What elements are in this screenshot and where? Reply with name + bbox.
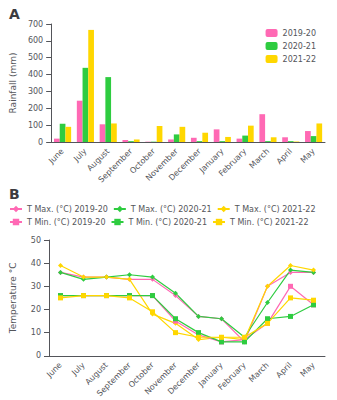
svg-text:May: May [299, 360, 317, 378]
svg-text:100: 100 [28, 121, 43, 130]
svg-text:2019-20: 2019-20 [283, 29, 316, 38]
svg-text:April: April [275, 147, 294, 166]
svg-text:August: August [83, 360, 110, 387]
svg-text:T Max. (°C) 2020-21: T Max. (°C) 2020-21 [130, 205, 212, 214]
svg-text:2020-21: 2020-21 [283, 42, 316, 51]
svg-text:April: April [274, 361, 293, 380]
svg-text:June: June [46, 147, 65, 166]
svg-text:0: 0 [36, 351, 41, 360]
svg-text:700: 700 [28, 20, 43, 29]
svg-text:B: B [9, 186, 20, 202]
svg-text:40: 40 [31, 259, 41, 268]
svg-text:30: 30 [31, 282, 41, 291]
svg-text:600: 600 [28, 36, 43, 45]
svg-text:A: A [9, 6, 20, 22]
svg-text:Rainfall (mm): Rainfall (mm) [8, 53, 18, 114]
svg-text:May: May [299, 147, 317, 165]
svg-text:T Min. (°C) 2019-20: T Min. (°C) 2019-20 [26, 218, 106, 227]
svg-text:July: July [71, 147, 88, 164]
svg-text:October: October [128, 146, 157, 176]
svg-text:July: July [69, 360, 86, 377]
svg-text:T Max. (°C) 2019-20: T Max. (°C) 2019-20 [26, 205, 108, 214]
svg-text:400: 400 [28, 70, 43, 79]
svg-text:November: November [142, 360, 179, 397]
svg-text:2021-22: 2021-22 [283, 55, 316, 64]
svg-text:500: 500 [28, 53, 43, 62]
svg-text:February: February [217, 147, 249, 179]
svg-text:10: 10 [31, 328, 41, 337]
svg-text:T Min. (°C) 2020-21: T Min. (°C) 2020-21 [128, 218, 208, 227]
svg-text:October: October [126, 360, 156, 390]
svg-text:March: March [248, 147, 272, 171]
svg-text:January: January [196, 360, 225, 389]
svg-text:September: September [95, 360, 133, 398]
svg-text:February: February [216, 360, 248, 392]
svg-text:300: 300 [28, 87, 43, 96]
svg-text:September: September [97, 146, 135, 184]
svg-text:200: 200 [28, 104, 43, 113]
svg-text:0: 0 [38, 138, 43, 147]
svg-text:June: June [44, 361, 63, 380]
svg-text:November: November [144, 146, 180, 183]
svg-text:20: 20 [31, 305, 41, 314]
svg-text:August: August [85, 146, 112, 173]
svg-text:T Min. (°C) 2021-22: T Min. (°C) 2021-22 [229, 218, 309, 227]
svg-text:Temperature °C: Temperature °C [8, 263, 18, 335]
svg-text:December: December [167, 146, 203, 182]
svg-text:50: 50 [31, 236, 41, 245]
svg-text:December: December [166, 360, 202, 396]
svg-text:March: March [247, 361, 271, 385]
svg-text:January: January [197, 146, 226, 175]
svg-text:T Max. (°C) 2021-22: T Max. (°C) 2021-22 [234, 205, 316, 214]
